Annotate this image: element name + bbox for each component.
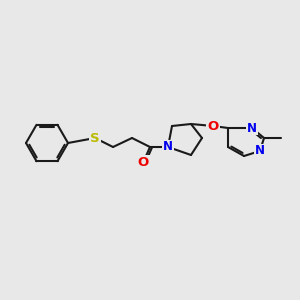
Text: N: N [255,145,265,158]
Text: S: S [90,131,100,145]
Text: N: N [247,122,257,134]
Text: O: O [137,157,148,169]
Text: O: O [207,119,219,133]
Text: N: N [163,140,173,154]
